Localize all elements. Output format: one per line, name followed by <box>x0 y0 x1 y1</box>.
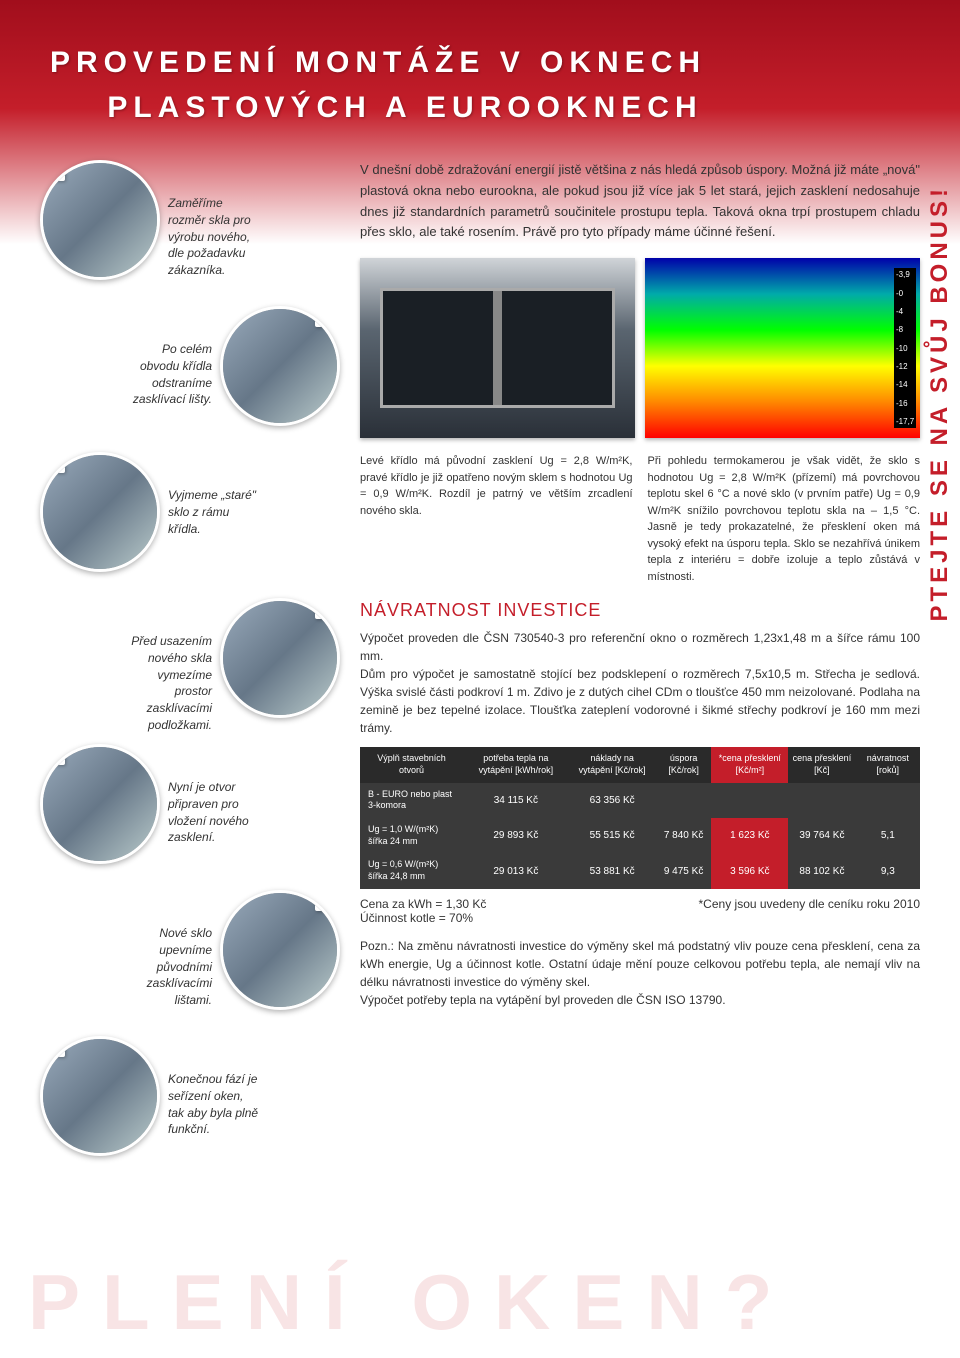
table-body: B - EURO nebo plast 3-komora34 115 Kč63 … <box>360 783 920 889</box>
table-cell: 88 102 Kč <box>788 853 855 888</box>
table-cell: 29 013 Kč <box>463 853 568 888</box>
comparison-left: Levé křídlo má původní zasklení Ug = 2,8… <box>360 453 633 585</box>
step-number: 2. <box>315 306 340 327</box>
table-header-cell: potřeba tepla na vytápění [kWh/rok] <box>463 747 568 782</box>
step-row: 1. Zaměříme rozměr skla pro výrobu nového… <box>40 160 340 300</box>
steps-column: 1. Zaměříme rozměr skla pro výrobu nového… <box>40 160 340 1182</box>
step-number: 4. <box>315 598 340 619</box>
price-note: *Ceny jsou uvedeny dle ceníku roku 2010 <box>699 897 920 925</box>
scale-tick: -4 <box>896 307 914 316</box>
step-number: 3. <box>40 452 65 473</box>
step-caption: Konečnou fází je seřízení oken, tak aby … <box>160 1036 260 1138</box>
table-cell: 9 475 Kč <box>656 853 712 888</box>
scale-tick: -14 <box>896 380 914 389</box>
table-footer: Cena za kWh = 1,30 Kč Účinnost kotle = 7… <box>360 897 920 925</box>
intro-paragraph: V dnešní době zdražování energií jistě v… <box>360 160 920 243</box>
step-caption: Vyjmeme „staré" sklo z rámu křídla. <box>160 452 260 537</box>
thermal-photo: -3,9 -0 -4 -8 -10 -12 -14 -16 -17,7 <box>645 258 920 438</box>
title-line-2: PLASTOVÝCH A EUROOKNECH <box>107 91 702 124</box>
step-number: 5. <box>40 744 65 765</box>
scale-tick: -10 <box>896 344 914 353</box>
scale-tick: -0 <box>896 289 914 298</box>
thermal-scale: -3,9 -0 -4 -8 -10 -12 -14 -16 -17,7 <box>894 268 916 428</box>
step-caption: Nové sklo upevníme původními zasklívacím… <box>120 890 220 1009</box>
scale-tick: -8 <box>896 325 914 334</box>
page-title: PROVEDENÍ MONTÁŽE V OKNECH PLASTOVÝCH A … <box>50 40 910 130</box>
watermark-text: PLENÍ OKEN? <box>28 1257 940 1348</box>
table-cell: 39 764 Kč <box>788 818 855 853</box>
comparison-text: Levé křídlo má původní zasklení Ug = 2,8… <box>360 453 920 585</box>
step-row: 3. Vyjmeme „staré" sklo z rámu křídla. <box>40 452 340 592</box>
table-cell: Ug = 0,6 W/(m²K) šířka 24,8 mm <box>360 853 463 888</box>
window-photo <box>360 258 635 438</box>
table-header-cell: *cena přesklení [Kč/m²] <box>711 747 788 782</box>
table-cell: Ug = 1,0 W/(m²K) šířka 24 mm <box>360 818 463 853</box>
step-number: 1. <box>40 160 65 181</box>
scale-tick: -16 <box>896 399 914 408</box>
notice-text: Pozn.: Na změnu návratnosti investice do… <box>360 937 920 1009</box>
step-caption: Po celém obvodu křídla odstraníme zasklí… <box>120 306 220 408</box>
step-number: 7. <box>40 1036 65 1057</box>
step-caption: Zaměříme rozměr skla pro výrobu nového, … <box>160 160 260 279</box>
table-row: Ug = 1,0 W/(m²K) šířka 24 mm29 893 Kč55 … <box>360 818 920 853</box>
table-header-cell: úspora [Kč/rok] <box>656 747 712 782</box>
table-header-cell: náklady na vytápění [Kč/rok] <box>569 747 656 782</box>
article-column: V dnešní době zdražování energií jistě v… <box>340 160 920 1182</box>
table-cell: B - EURO nebo plast 3-komora <box>360 783 463 818</box>
scale-tick: -17,7 <box>896 417 914 426</box>
scale-tick: -3,9 <box>896 270 914 279</box>
table-cell: 1 623 Kč <box>711 818 788 853</box>
step-number: 6. <box>315 890 340 911</box>
table-cell: 5,1 <box>856 818 920 853</box>
step-photo: 6. <box>220 890 340 1010</box>
table-cell: 53 881 Kč <box>569 853 656 888</box>
roi-header: NÁVRATNOST INVESTICE <box>360 600 920 621</box>
table-cell: 7 840 Kč <box>656 818 712 853</box>
roi-table: Výplň stavebních otvorůpotřeba tepla na … <box>360 747 920 889</box>
step-caption: Nyní je otvor připraven pro vložení nové… <box>160 744 260 846</box>
price-kwh: Cena za kWh = 1,30 Kč <box>360 897 486 911</box>
footer-left: Cena za kWh = 1,30 Kč Účinnost kotle = 7… <box>360 897 486 925</box>
step-row: Před usazením nového skla vymezíme prost… <box>40 598 340 738</box>
photo-row: -3,9 -0 -4 -8 -10 -12 -14 -16 -17,7 <box>360 258 920 438</box>
step-photo: 5. <box>40 744 160 864</box>
table-cell <box>788 783 855 818</box>
scale-tick: -12 <box>896 362 914 371</box>
comparison-right: Při pohledu termokamerou je však vidět, … <box>648 453 921 585</box>
table-cell: 29 893 Kč <box>463 818 568 853</box>
table-cell: 34 115 Kč <box>463 783 568 818</box>
table-row: Ug = 0,6 W/(m²K) šířka 24,8 mm29 013 Kč5… <box>360 853 920 888</box>
step-photo: 7. <box>40 1036 160 1156</box>
title-line-1: PROVEDENÍ MONTÁŽE V OKNECH <box>50 46 706 79</box>
step-row: 7. Konečnou fází je seřízení oken, tak ab… <box>40 1036 340 1176</box>
table-cell: 55 515 Kč <box>569 818 656 853</box>
bonus-vertical-text: PTEJTE SE NA SVŮJ BONUS! <box>926 185 954 622</box>
boiler-efficiency: Účinnost kotle = 70% <box>360 911 486 925</box>
table-cell: 9,3 <box>856 853 920 888</box>
main-content: 1. Zaměříme rozměr skla pro výrobu nového… <box>0 160 960 1182</box>
step-row: 5. Nyní je otvor připraven pro vložení no… <box>40 744 340 884</box>
table-header-cell: návratnost [roků] <box>856 747 920 782</box>
table-header-cell: cena přesklení [Kč] <box>788 747 855 782</box>
step-row: Nové sklo upevníme původními zasklívacím… <box>40 890 340 1030</box>
roi-text: Výpočet proveden dle ČSN 730540-3 pro re… <box>360 629 920 737</box>
table-header-row: Výplň stavebních otvorůpotřeba tepla na … <box>360 747 920 782</box>
table-cell <box>856 783 920 818</box>
table-cell <box>711 783 788 818</box>
table-header-cell: Výplň stavebních otvorů <box>360 747 463 782</box>
step-photo: 3. <box>40 452 160 572</box>
step-photo: 4. <box>220 598 340 718</box>
table-cell <box>656 783 712 818</box>
table-row: B - EURO nebo plast 3-komora34 115 Kč63 … <box>360 783 920 818</box>
page-header: PROVEDENÍ MONTÁŽE V OKNECH PLASTOVÝCH A … <box>0 0 960 160</box>
step-photo: 2. <box>220 306 340 426</box>
table-cell: 3 596 Kč <box>711 853 788 888</box>
step-row: Po celém obvodu křídla odstraníme zasklí… <box>40 306 340 446</box>
step-photo: 1. <box>40 160 160 280</box>
table-cell: 63 356 Kč <box>569 783 656 818</box>
step-caption: Před usazením nového skla vymezíme prost… <box>120 598 220 734</box>
